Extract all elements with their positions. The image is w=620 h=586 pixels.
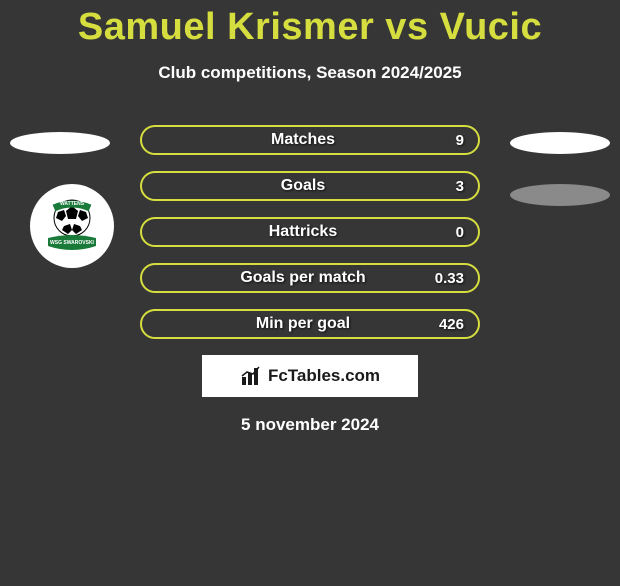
branding-text: FcTables.com bbox=[268, 366, 380, 386]
stat-row: Matches9 bbox=[140, 125, 480, 155]
stat-value: 0 bbox=[424, 224, 464, 241]
stat-label: Goals bbox=[142, 177, 424, 195]
left-player-marker bbox=[10, 132, 110, 154]
right-secondary-marker bbox=[510, 184, 610, 206]
stat-value: 0.33 bbox=[424, 270, 464, 287]
club-logo-top-text: WATTENS bbox=[60, 201, 85, 207]
stat-label: Hattricks bbox=[142, 223, 424, 241]
stat-label: Goals per match bbox=[142, 269, 424, 287]
soccer-ball-icon: WSG SWAROVSKI WATTENS bbox=[40, 194, 104, 258]
stat-row: Min per goal426 bbox=[140, 309, 480, 339]
stat-row: Hattricks0 bbox=[140, 217, 480, 247]
stats-table: Matches9Goals3Hattricks0Goals per match0… bbox=[140, 125, 480, 339]
bar-chart-icon bbox=[240, 365, 262, 387]
club-logo-main-text: WSG SWAROVSKI bbox=[50, 240, 95, 246]
date-text: 5 november 2024 bbox=[0, 415, 620, 435]
stat-label: Matches bbox=[142, 131, 424, 149]
stat-value: 426 bbox=[424, 316, 464, 333]
stat-label: Min per goal bbox=[142, 315, 424, 333]
subtitle: Club competitions, Season 2024/2025 bbox=[0, 63, 620, 83]
stat-value: 3 bbox=[424, 178, 464, 195]
club-logo: WSG SWAROVSKI WATTENS bbox=[30, 184, 114, 268]
stat-row: Goals3 bbox=[140, 171, 480, 201]
stat-value: 9 bbox=[424, 132, 464, 149]
stat-row: Goals per match0.33 bbox=[140, 263, 480, 293]
branding-box: FcTables.com bbox=[202, 355, 418, 397]
page-title: Samuel Krismer vs Vucic bbox=[0, 6, 620, 49]
right-player-marker bbox=[510, 132, 610, 154]
